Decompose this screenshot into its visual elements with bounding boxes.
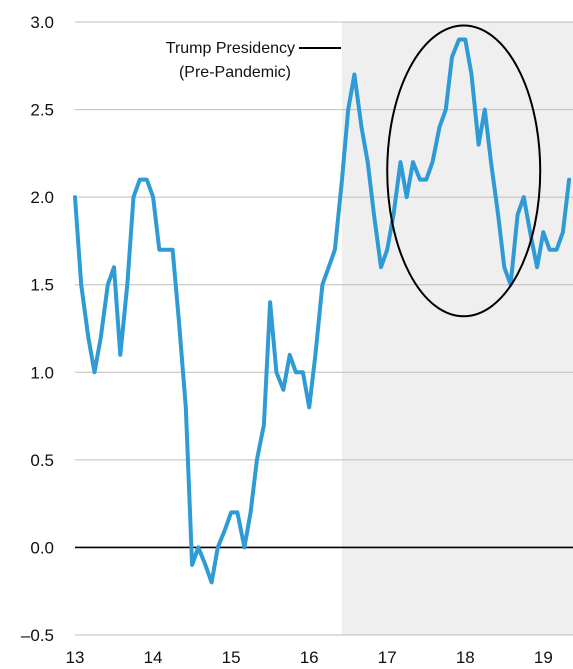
x-tick-label: 16 [300, 648, 319, 667]
annotation-line-2: (Pre-Pandemic) [179, 64, 291, 81]
x-tick-label: 18 [456, 648, 475, 667]
y-tick-label: 3.0 [30, 13, 54, 32]
shaded-region [341, 22, 573, 635]
y-tick-label: 0.0 [30, 538, 54, 557]
x-axis-tick-labels: 13 14 15 16 17 18 19 [66, 648, 553, 667]
y-tick-label: 1.0 [30, 363, 54, 382]
x-tick-label: 19 [534, 648, 553, 667]
x-tick-label: 17 [378, 648, 397, 667]
annotation-line-1: Trump Presidency [166, 40, 295, 57]
y-tick-label: 1.5 [30, 276, 54, 295]
y-tick-label: 2.0 [30, 188, 54, 207]
y-axis-tick-labels: 3.0 2.5 2.0 1.5 1.0 0.5 0.0 –0.5 [21, 13, 54, 645]
y-tick-label: –0.5 [21, 626, 54, 645]
x-tick-label: 14 [144, 648, 163, 667]
x-tick-label: 15 [222, 648, 241, 667]
highlight-ellipse [386, 24, 542, 318]
y-tick-label: 0.5 [30, 451, 54, 470]
series-line [73, 37, 572, 585]
y-tick-label: 2.5 [30, 101, 54, 120]
x-tick-label: 13 [66, 648, 85, 667]
grid-lines [75, 21, 573, 636]
